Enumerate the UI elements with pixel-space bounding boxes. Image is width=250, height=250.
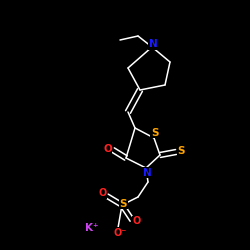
Text: O: O (98, 188, 106, 198)
Text: S: S (151, 128, 158, 138)
Text: N: N (149, 40, 158, 50)
Text: O: O (103, 144, 112, 154)
Text: N: N (143, 168, 152, 177)
Text: O: O (132, 216, 140, 226)
Text: O⁻: O⁻ (114, 228, 127, 237)
Text: S: S (120, 199, 127, 209)
Text: S: S (178, 146, 185, 156)
Text: K⁺: K⁺ (85, 223, 99, 233)
